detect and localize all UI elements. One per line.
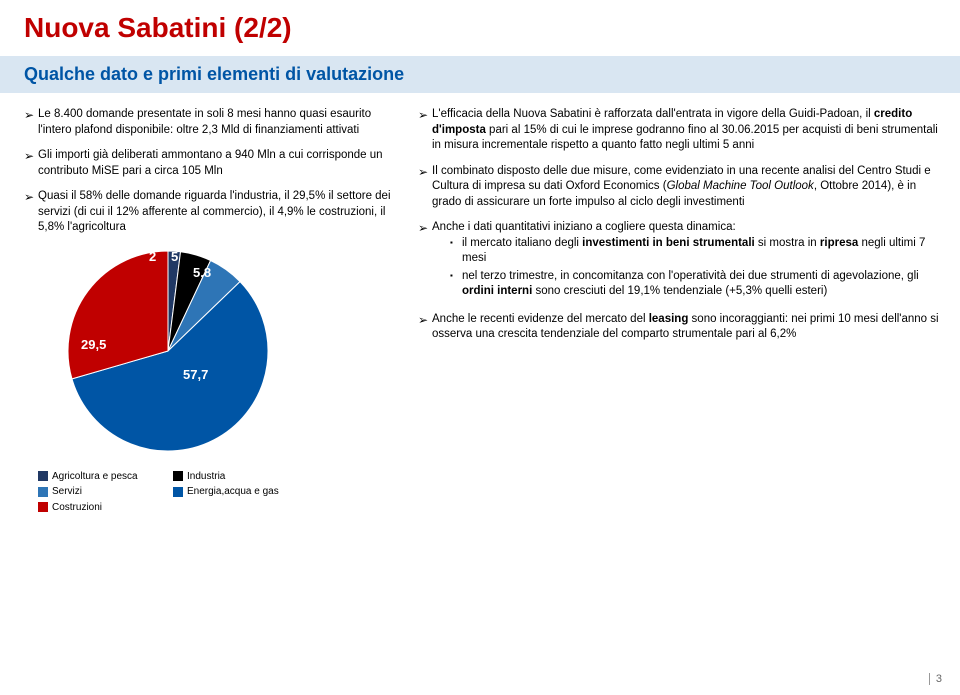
chart-data-label: 57,7 <box>183 366 208 384</box>
right-column: ➢L'efficacia della Nuova Sabatini è raff… <box>418 107 940 514</box>
page-subtitle: Qualche dato e primi elementi di valutaz… <box>0 56 960 93</box>
chart-data-label: 5 <box>171 248 178 266</box>
chart-data-label: 2 <box>149 248 156 266</box>
page-number: 3 <box>929 673 942 685</box>
bullet-item: ➢Il combinato disposto delle due misure,… <box>418 164 940 211</box>
page-title: Nuova Sabatini (2/2) <box>0 0 960 44</box>
legend-item: Energia,acqua e gas <box>173 485 298 499</box>
bullet-item: ➢Le 8.400 domande presentate in soli 8 m… <box>24 107 394 138</box>
sub-bullet: ▪il mercato italiano degli investimenti … <box>450 236 940 267</box>
content-area: ➢Le 8.400 domande presentate in soli 8 m… <box>0 93 960 514</box>
chart-data-label: 29,5 <box>81 336 106 354</box>
legend-item: Servizi <box>38 485 163 499</box>
legend-item: Agricoltura e pesca <box>38 470 163 484</box>
bullet-item: ➢Anche i dati quantitativi iniziano a co… <box>418 220 940 302</box>
legend-item: Costruzioni <box>38 501 163 515</box>
bullet-item: ➢Anche le recenti evidenze del mercato d… <box>418 312 940 343</box>
bullet-item: ➢L'efficacia della Nuova Sabatini è raff… <box>418 107 940 154</box>
left-column: ➢Le 8.400 domande presentate in soli 8 m… <box>24 107 394 514</box>
bullet-item: ➢Quasi il 58% delle domande riguarda l'i… <box>24 189 394 236</box>
chart-data-label: 5,8 <box>193 264 211 282</box>
sub-bullet: ▪nel terzo trimestre, in concomitanza co… <box>450 269 940 300</box>
pie-chart: 25 5,8 57,7 29,5 Agricoltura e pesca Industr… <box>38 246 298 515</box>
chart-legend: Agricoltura e pesca Industria Servizi Energ… <box>38 470 298 515</box>
bullet-item: ➢Gli importi già deliberati ammontano a … <box>24 148 394 179</box>
legend-item: Industria <box>173 470 298 484</box>
